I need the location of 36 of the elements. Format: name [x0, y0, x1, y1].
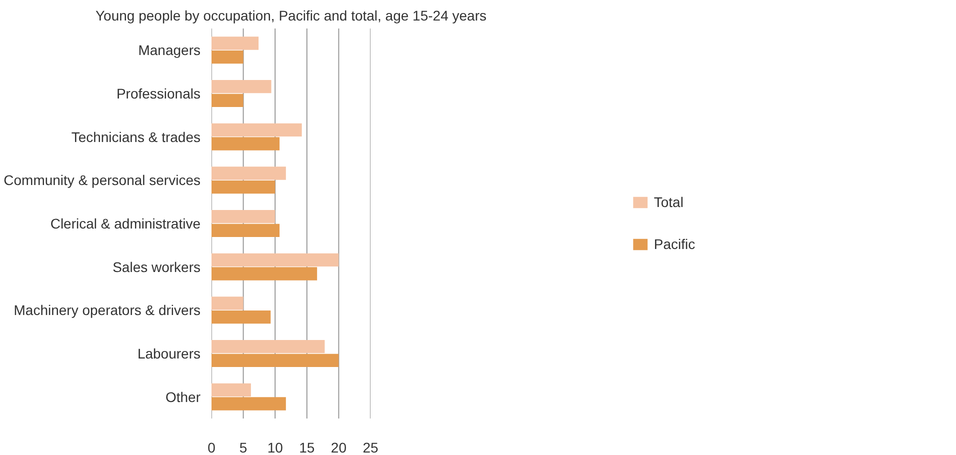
- bar: [212, 310, 271, 324]
- y-tick-label: Community & personal services: [4, 172, 201, 188]
- bar: [212, 166, 286, 180]
- bar: [212, 354, 339, 368]
- bar: [212, 224, 280, 238]
- bar: [212, 36, 259, 50]
- bar: [212, 340, 325, 354]
- bar: [212, 253, 339, 266]
- y-tick-label: Professionals: [116, 86, 201, 102]
- bar: [212, 397, 286, 410]
- x-tick-label: 10: [267, 440, 284, 455]
- bar: [212, 50, 244, 64]
- x-tick-label: 15: [299, 440, 315, 455]
- bar: [212, 123, 302, 136]
- bar: [212, 180, 276, 194]
- y-tick-label: Other: [165, 388, 201, 405]
- x-tick-label: 25: [362, 440, 378, 455]
- bar: [212, 296, 244, 310]
- y-tick-label: Clerical & administrative: [50, 216, 201, 232]
- y-tick-label: Managers: [138, 42, 201, 58]
- bar: [212, 80, 272, 94]
- bar: [212, 94, 244, 108]
- x-tick-label: 0: [208, 440, 216, 455]
- y-tick-label: Sales workers: [112, 258, 201, 275]
- legend-label: Pacific: [654, 236, 696, 252]
- x-tick-label: 20: [330, 440, 347, 455]
- legend-label: Total: [654, 194, 684, 210]
- y-tick-label: Machinery operators & drivers: [14, 302, 201, 318]
- bar: [212, 210, 276, 224]
- bar: [212, 383, 251, 396]
- bar: [212, 267, 318, 280]
- y-tick-label: Labourers: [137, 346, 201, 362]
- bar: [212, 137, 280, 150]
- x-tick-label: 5: [239, 440, 248, 455]
- chart-title: Young people by occupation, Pacific and total, age 15-24 years: [96, 8, 486, 24]
- y-tick-label: Technicians & trades: [71, 128, 201, 145]
